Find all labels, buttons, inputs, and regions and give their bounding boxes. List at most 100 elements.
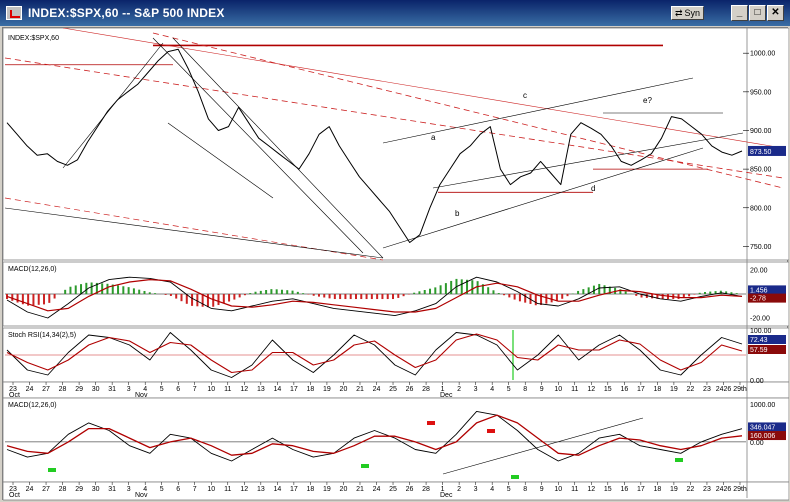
stoch-rsi-signal-box xyxy=(748,345,786,354)
last-value-box xyxy=(748,145,786,156)
x-axis-bottom-xtick-label: 17 xyxy=(637,486,645,493)
x-axis-month-label: Dec xyxy=(440,392,453,399)
buy-marker xyxy=(48,468,56,472)
x-axis-xtick-label: 6 xyxy=(176,386,180,393)
stoch-rsi-line xyxy=(6,332,743,378)
x-axis-bottom-xtick-label: 14 xyxy=(273,486,281,493)
stoch-rsi-ytick-label: 100.00 xyxy=(750,328,772,335)
trendline xyxy=(152,32,784,189)
x-axis-xtick-label: 19 xyxy=(670,386,678,393)
stoch-rsi-signal-value: 57.59 xyxy=(750,347,768,354)
price-ytick-label: 950.00 xyxy=(750,89,772,96)
x-axis-bottom-xtick-label: 16 xyxy=(620,486,628,493)
sell-marker xyxy=(427,421,435,425)
macd-hourly-signal-value: -2.78 xyxy=(750,296,766,303)
sync-label: Syn xyxy=(684,8,701,18)
macd-hourly-signal xyxy=(6,279,743,313)
x-axis-bottom-month-label: Dec xyxy=(440,492,453,499)
x-axis-bottom-xtick-label: 9 xyxy=(540,486,544,493)
wave-label-b: b xyxy=(455,209,460,218)
x-axis-xtick-label: 16 xyxy=(620,386,628,393)
x-axis-xtick-label: 28 xyxy=(422,386,430,393)
x-axis-bottom-month-label: Nov xyxy=(135,492,148,499)
x-axis-bottom-xtick-label: 19 xyxy=(670,486,678,493)
macd-hourly-title: MACD(12,26,0) xyxy=(8,266,57,273)
x-axis-xtick-label: 4 xyxy=(143,386,147,393)
stoch-rsi-signal xyxy=(6,333,743,374)
minimize-button[interactable]: _ xyxy=(731,5,748,21)
x-axis-xtick-label: 30 xyxy=(92,386,100,393)
x-axis-xtick-label: 23 xyxy=(9,386,17,393)
x-axis-bottom-xtick-label: 11 xyxy=(571,486,578,493)
x-axis-bottom-xtick-label: 5 xyxy=(160,486,164,493)
x-axis-xtick-label: 22 xyxy=(687,386,695,393)
x-axis-bottom-xtick-label: 21 xyxy=(356,486,364,493)
x-axis-bottom-xtick-label: 28 xyxy=(422,486,430,493)
stoch-rsi-title: Stoch RSI(14,34(2),5) xyxy=(8,332,76,339)
x-axis-bottom-xtick-label: 1 xyxy=(441,486,445,493)
x-axis-xtick-label: 21 xyxy=(356,386,364,393)
x-axis-bottom-xtick-label: 24 xyxy=(373,486,381,493)
x-axis-xtick-label: 25 xyxy=(389,386,397,393)
x-axis-bottom-xtick-label: 5 xyxy=(507,486,511,493)
x-axis-xtick-label: 28 xyxy=(59,386,67,393)
x-axis-xtick-label: 29 xyxy=(75,386,83,393)
sync-button[interactable]: ⇄ Syn xyxy=(671,6,705,20)
x-axis-xtick-label: 3 xyxy=(474,386,478,393)
macd-secondary-value-box xyxy=(748,422,786,432)
x-axis-xtick-label: 29th xyxy=(733,386,747,393)
macd-secondary-signal-box xyxy=(748,431,786,441)
macd-secondary-line xyxy=(6,410,743,462)
x-axis-xtick-label: 4 xyxy=(490,386,494,393)
macd-hourly-signal-box xyxy=(748,293,786,303)
x-axis-bottom-xtick-label: 6 xyxy=(176,486,180,493)
last-value-label: 873.50 xyxy=(750,149,772,156)
trendline xyxy=(4,207,384,259)
x-axis-bottom-xtick-label: 2 xyxy=(457,486,461,493)
x-axis-xtick-label: 24 xyxy=(26,386,34,393)
x-axis-xtick-label: 10 xyxy=(207,386,215,393)
macd-hourly-ytick-label: 20.00 xyxy=(750,268,768,275)
macd-secondary-ytick-label: 1000.00 xyxy=(750,402,775,409)
chart-canvas[interactable]: 1000.00950.00900.00850.00800.00750.00IND… xyxy=(3,28,789,501)
x-axis-bottom-xtick-label: 3 xyxy=(127,486,131,493)
price-series-line xyxy=(6,48,743,243)
trendline xyxy=(172,37,384,259)
x-axis-bottom-xtick-label: 26 xyxy=(406,486,414,493)
x-axis-bottom-xtick-label: 30 xyxy=(92,486,100,493)
trendline xyxy=(432,132,744,189)
x-axis-bottom-xtick-label: 23 xyxy=(9,486,17,493)
x-axis-bottom-xtick-label: 7 xyxy=(193,486,197,493)
x-axis-xtick-label: 8 xyxy=(523,386,527,393)
x-axis-bottom-xtick-label: 2426 xyxy=(716,486,732,493)
wave-label-a: a xyxy=(431,133,436,142)
x-axis-xtick-label: 11 xyxy=(224,386,231,393)
x-axis-xtick-label: 7 xyxy=(193,386,197,393)
x-axis-bottom-xtick-label: 19 xyxy=(323,486,331,493)
maximize-button[interactable]: □ xyxy=(749,5,766,21)
chart-area[interactable]: 1000.00 950.00 900.00 850.00 800.00 750.00 IND… xyxy=(2,27,789,501)
macd-hourly-value-box xyxy=(748,285,786,295)
x-axis-bottom-xtick-label: 27 xyxy=(42,486,50,493)
window-titlebar: INDEX:$SPX,60 -- S&P 500 INDEX ⇄ Syn _ □… xyxy=(0,0,790,26)
x-axis-xtick-label: 15 xyxy=(604,386,612,393)
macd-secondary-signal xyxy=(6,414,743,456)
wave-label-d: d xyxy=(591,184,595,193)
x-axis-bottom-xtick-label: 18 xyxy=(653,486,661,493)
x-axis-bottom-xtick-label: 10 xyxy=(554,486,562,493)
x-axis-xtick-label: 3 xyxy=(127,386,131,393)
x-axis-month-label: Oct xyxy=(9,392,20,399)
x-axis-xtick-label: 18 xyxy=(307,386,315,393)
macd-secondary-title: MACD(12,26,0) xyxy=(8,402,57,409)
close-button[interactable]: ✕ xyxy=(767,5,784,21)
x-axis-bottom-xtick-label: 10 xyxy=(207,486,215,493)
x-axis-bottom-xtick-label: 4 xyxy=(490,486,494,493)
trendline xyxy=(4,197,384,261)
stoch-rsi-value-box xyxy=(748,335,786,344)
macd-secondary-ytick-label: 0.00 xyxy=(750,440,764,447)
x-axis-xtick-label: 10 xyxy=(554,386,562,393)
x-axis-bottom-xtick-label: 25 xyxy=(389,486,397,493)
price-panel-title: INDEX:$SPX,60 xyxy=(8,35,59,42)
wave-label-eq: e? xyxy=(643,96,652,105)
x-axis-xtick-label: 1 xyxy=(441,386,445,393)
